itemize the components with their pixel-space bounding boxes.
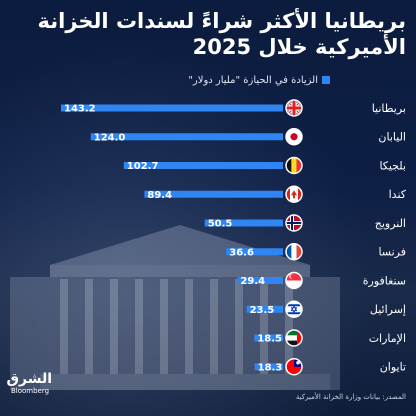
flag-icon	[285, 271, 303, 290]
value-label: 50.5	[208, 219, 233, 230]
flag-icon	[285, 300, 303, 318]
bar	[254, 363, 283, 371]
bar-row: 143.2 بريطانيا	[61, 99, 406, 117]
bar-row: 18.5 الإمارات	[254, 329, 406, 347]
legend-label: الزيادة في الحيازة "مليار دولار"	[188, 75, 330, 86]
flag-icon	[285, 128, 303, 146]
value-label: 36.6	[229, 247, 254, 258]
flag-icon	[285, 329, 303, 347]
value-label: 18.5	[257, 334, 282, 345]
category-label: تايوان	[380, 361, 406, 374]
value-label: 124.0	[94, 132, 126, 143]
bar-row: 29.4 سنغافورة	[237, 271, 406, 290]
category-label: سنغافورة	[363, 274, 406, 287]
bar-row: 36.6 فرنسا	[226, 243, 406, 261]
bar-row: 23.5 إسرائيل	[246, 300, 406, 318]
category-label: النرويج	[375, 217, 406, 230]
category-label: اليابان	[378, 131, 406, 144]
category-label: فرنسا	[378, 246, 406, 259]
category-label: كندا	[389, 188, 407, 201]
bar-row: 18.3 تايوان	[254, 358, 406, 376]
legend-text: الزيادة في الحيازة "مليار دولار"	[188, 75, 318, 86]
bar	[123, 162, 283, 169]
category-label: إسرائيل	[370, 303, 406, 316]
value-label: 23.5	[250, 305, 275, 316]
bar	[144, 190, 283, 198]
bar	[90, 133, 283, 141]
bar-row: 50.5 النرويج	[204, 214, 406, 232]
source-note: المصدر: بيانات وزارة الخزانة الأميركية	[295, 393, 406, 401]
flag-icon	[285, 156, 303, 175]
bar-row: 102.7 بلجيكا	[123, 156, 406, 175]
flag-icon	[285, 243, 303, 261]
asharq-bloomberg-logo: الشرق Bloomberg	[6, 371, 52, 396]
flag-icon	[285, 214, 303, 232]
value-label: 89.4	[147, 190, 172, 201]
legend-swatch	[322, 76, 330, 84]
category-label: الإمارات	[369, 332, 406, 345]
bar-row: 89.4 كندا	[144, 185, 407, 203]
value-label: 102.7	[127, 161, 159, 172]
flag-icon	[285, 99, 303, 117]
flag-icon	[285, 358, 303, 376]
bar	[254, 334, 283, 342]
value-label: 143.2	[64, 104, 96, 115]
logo-brand: Bloomberg	[10, 387, 50, 395]
value-label: 29.4	[240, 276, 265, 287]
bar	[246, 305, 283, 313]
bar	[61, 104, 283, 112]
flag-icon	[285, 185, 303, 203]
bar	[204, 219, 283, 227]
bar	[226, 248, 283, 256]
bar-row: 124.0 اليابان	[90, 128, 406, 146]
chart-title: بريطانيا الأكثر شراءً لسندات الخزانة الأ…	[37, 9, 406, 59]
category-label: بلجيكا	[379, 159, 406, 172]
logo-mark: الشرق	[6, 371, 52, 387]
category-label: بريطانيا	[372, 102, 406, 115]
value-label: 18.3	[258, 362, 283, 373]
bar	[237, 277, 283, 284]
